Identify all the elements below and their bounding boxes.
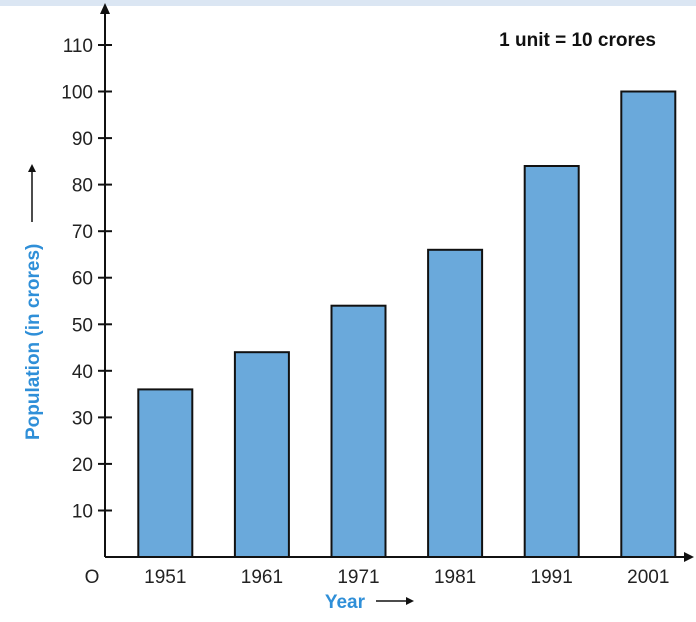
y-tick-label-50: 50 bbox=[72, 315, 93, 336]
y-ticks-group: 10 20 30 40 50 60 70 80 90 100 110 bbox=[61, 36, 112, 523]
bar-1991 bbox=[523, 165, 580, 558]
x-tick-label-2001: 2001 bbox=[627, 567, 669, 588]
x-axis-arrow bbox=[684, 552, 694, 562]
x-axis-label-arrow-head bbox=[406, 597, 414, 605]
y-tick-label-110: 110 bbox=[63, 36, 93, 57]
annotation-note: 1 unit = 10 crores bbox=[499, 30, 656, 51]
bar-2001 bbox=[620, 90, 677, 558]
y-tick-label-60: 60 bbox=[72, 269, 93, 290]
y-tick-label-20: 20 bbox=[72, 455, 93, 476]
bar-1961 bbox=[233, 351, 290, 559]
y-axis-arrow bbox=[100, 3, 110, 14]
y-tick-label-100: 100 bbox=[61, 83, 93, 104]
axes-group bbox=[100, 3, 694, 562]
y-tick-label-40: 40 bbox=[72, 362, 93, 383]
y-axis-label-group: Population (in crores) bbox=[23, 164, 44, 440]
x-tick-label-1961: 1961 bbox=[241, 567, 283, 588]
bars-group bbox=[137, 90, 677, 559]
x-ticks-group: 1951 1961 1971 1981 1991 2001 bbox=[144, 567, 669, 588]
y-axis-label-arrow-head bbox=[28, 164, 36, 172]
y-axis-label: Population (in crores) bbox=[23, 244, 44, 440]
x-axis-label: Year bbox=[325, 592, 366, 613]
x-tick-label-1991: 1991 bbox=[531, 567, 573, 588]
bar-1981 bbox=[427, 248, 484, 559]
y-tick-label-10: 10 bbox=[72, 502, 93, 523]
y-tick-label-90: 90 bbox=[72, 129, 93, 150]
x-tick-label-1981: 1981 bbox=[434, 567, 476, 588]
top-band bbox=[0, 0, 696, 6]
x-tick-label-1951: 1951 bbox=[144, 567, 186, 588]
bar-1951 bbox=[137, 388, 194, 558]
x-tick-label-1971: 1971 bbox=[337, 567, 379, 588]
bar-1971 bbox=[330, 304, 387, 559]
origin-label: O bbox=[85, 567, 100, 588]
y-tick-label-70: 70 bbox=[72, 222, 93, 243]
y-tick-label-80: 80 bbox=[72, 176, 93, 197]
y-tick-label-30: 30 bbox=[72, 408, 93, 429]
